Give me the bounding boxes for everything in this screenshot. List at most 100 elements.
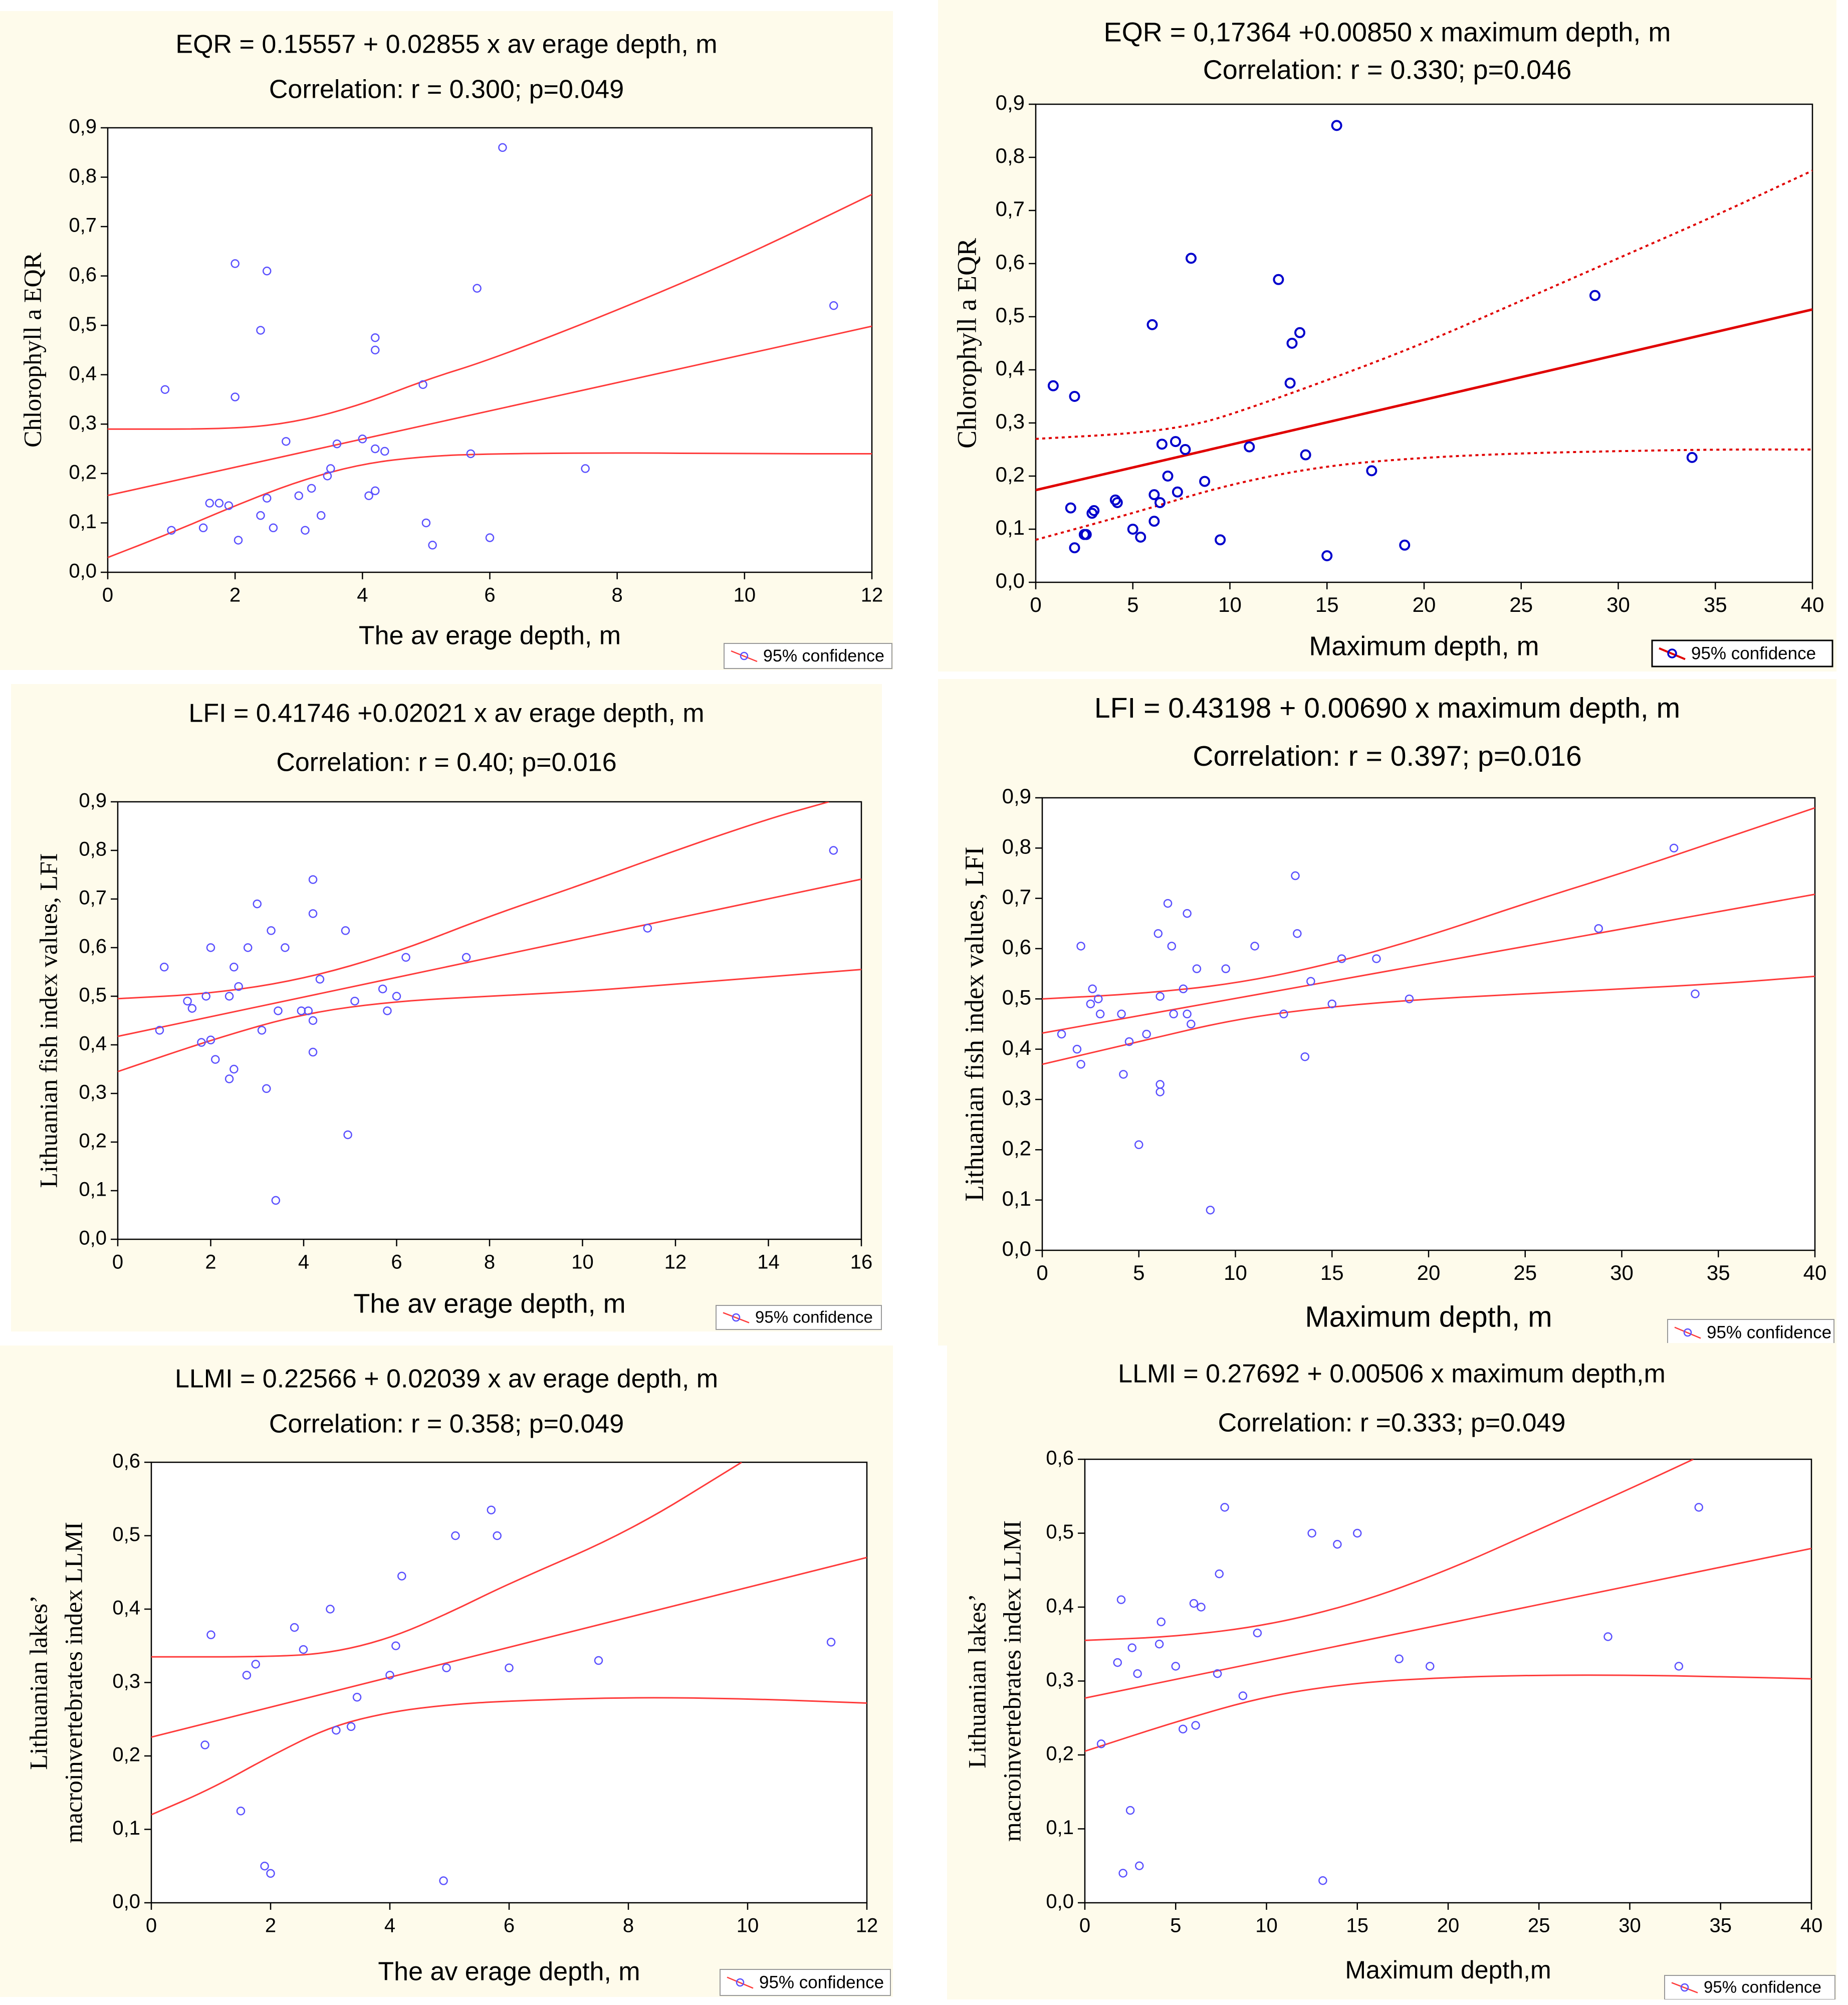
chart-subtitle: Correlation: r = 0.40; p=0.016 xyxy=(276,748,616,777)
data-point xyxy=(160,963,169,972)
data-point xyxy=(829,846,838,855)
data-point xyxy=(198,523,208,533)
y-tick-label: 0,1 xyxy=(79,1179,107,1201)
data-point xyxy=(1179,984,1188,994)
data-point xyxy=(253,899,262,909)
data-point xyxy=(1333,1539,1342,1549)
legend-label: 95% confidence xyxy=(1691,643,1816,663)
data-point xyxy=(1284,377,1296,389)
y-tick-label: 0,9 xyxy=(1002,784,1031,808)
y-tick-label: 0,1 xyxy=(69,511,97,533)
data-point xyxy=(1686,452,1698,463)
x-tick-label: 35 xyxy=(1710,1915,1732,1937)
data-point xyxy=(234,982,243,991)
data-point xyxy=(262,267,272,276)
data-point xyxy=(308,875,318,884)
data-point xyxy=(1244,441,1255,453)
data-point xyxy=(1191,1721,1200,1730)
data-point xyxy=(1183,1009,1192,1019)
x-tick-label: 0 xyxy=(102,584,113,606)
data-point xyxy=(1603,1632,1612,1641)
data-point xyxy=(1372,954,1381,963)
data-point xyxy=(251,1660,260,1669)
legend-label: 95% confidence xyxy=(1707,1322,1831,1342)
x-tick-label: 4 xyxy=(384,1915,395,1937)
data-point xyxy=(257,1026,267,1035)
chart-title: LLMI = 0.27692 + 0.00506 x maximum depth… xyxy=(1118,1360,1666,1389)
chart-lfi-avg: LFI = 0.41746 +0.02021 x av erage depth,… xyxy=(11,684,882,1331)
data-point xyxy=(1594,924,1603,933)
data-point xyxy=(1306,977,1315,986)
x-axis-label: Maximum depth,m xyxy=(1345,1956,1551,1984)
data-point xyxy=(428,541,437,550)
x-tick-label: 40 xyxy=(1801,593,1824,616)
data-point xyxy=(260,1862,269,1871)
data-point xyxy=(594,1656,603,1665)
data-point xyxy=(1206,1205,1215,1215)
data-point xyxy=(1273,274,1284,285)
data-point xyxy=(1426,1662,1435,1671)
legend-label: 95% confidence xyxy=(759,1972,884,1992)
legend-box xyxy=(1667,1319,1834,1346)
x-tick-label: 8 xyxy=(612,584,623,606)
chart-subtitle: Correlation: r =0.333; p=0.049 xyxy=(1218,1409,1566,1438)
y-tick-label: 0,3 xyxy=(69,412,97,434)
y-tick-label: 0,5 xyxy=(1002,985,1031,1009)
x-tick-label: 12 xyxy=(856,1915,878,1937)
y-tick-label: 0,5 xyxy=(996,303,1025,327)
data-point xyxy=(1694,1503,1703,1512)
confidence-lower xyxy=(1036,449,1812,541)
x-tick-label: 2 xyxy=(265,1915,276,1937)
x-tick-label: 20 xyxy=(1437,1915,1460,1937)
data-point xyxy=(1117,1009,1126,1019)
y-tick-label: 0,0 xyxy=(996,569,1025,592)
x-tick-label: 15 xyxy=(1320,1261,1344,1284)
x-axis-label: The av erage depth, m xyxy=(359,621,621,650)
y-tick-label: 0,9 xyxy=(79,790,107,812)
data-point xyxy=(1156,1087,1165,1096)
data-point xyxy=(1153,929,1163,938)
data-point xyxy=(371,444,380,454)
data-point xyxy=(1135,1861,1144,1870)
data-point xyxy=(206,943,215,952)
data-point xyxy=(211,1055,220,1064)
data-point xyxy=(214,499,224,508)
x-tick-label: 25 xyxy=(1513,1261,1537,1284)
data-point xyxy=(1366,465,1377,477)
data-point xyxy=(1170,436,1181,448)
chart-panel-chla-max: EQR = 0,17364 +0.00850 x maximum depth, … xyxy=(938,0,1836,672)
x-tick-label: 10 xyxy=(571,1251,594,1273)
data-point xyxy=(487,1505,496,1514)
data-point xyxy=(461,953,471,962)
data-point xyxy=(282,437,291,446)
data-point xyxy=(1186,253,1197,264)
data-point xyxy=(167,526,176,535)
data-point xyxy=(1094,994,1103,1004)
regression-line xyxy=(151,1556,867,1738)
data-point xyxy=(1157,1617,1166,1627)
data-point xyxy=(1192,964,1202,973)
y-tick-label: 0,2 xyxy=(1046,1743,1074,1765)
confidence-upper xyxy=(1036,169,1812,440)
data-point xyxy=(281,943,290,952)
y-tick-label: 0,6 xyxy=(69,264,97,286)
regression-line xyxy=(1042,894,1815,1034)
x-tick-label: 20 xyxy=(1413,593,1436,616)
regression-line xyxy=(1036,308,1812,492)
legend-line-sample xyxy=(727,1976,754,1989)
data-point xyxy=(418,380,427,389)
data-point xyxy=(1124,1037,1134,1046)
x-tick-label: 15 xyxy=(1315,593,1339,616)
x-tick-label: 25 xyxy=(1528,1915,1550,1937)
plot-lines xyxy=(1036,169,1812,541)
data-point xyxy=(829,301,838,310)
plot-area xyxy=(1084,1458,1812,1904)
legend-label: 95% confidence xyxy=(755,1308,873,1326)
y-tick-label: 0,2 xyxy=(69,461,97,483)
data-point xyxy=(1113,1658,1122,1667)
chart-subtitle: Correlation: r = 0.330; p=0.046 xyxy=(1203,55,1572,85)
x-tick-label: 10 xyxy=(734,584,756,606)
chart-panel-lfi-avg: LFI = 0.41746 +0.02021 x av erage depth,… xyxy=(11,684,882,1331)
data-point xyxy=(1069,391,1080,402)
data-point xyxy=(1395,1654,1404,1663)
